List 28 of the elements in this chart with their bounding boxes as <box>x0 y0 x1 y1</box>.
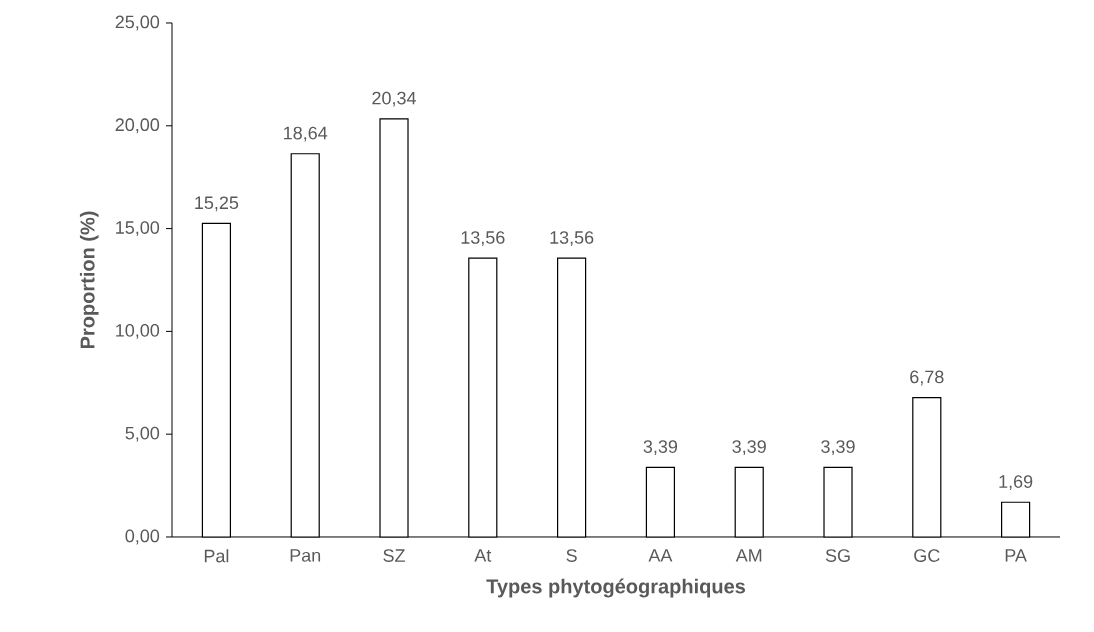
data-label: 3,39 <box>821 440 855 456</box>
x-tick-label: PA <box>1005 549 1027 562</box>
data-label: 3,39 <box>732 440 766 456</box>
x-tick-label: SG <box>825 549 850 562</box>
data-label: 15,25 <box>195 196 239 212</box>
data-label: 13,56 <box>550 231 594 246</box>
x-tick-label: At <box>474 549 492 562</box>
y-tick-label: 20,00 <box>115 118 160 134</box>
x-tick-label: Pal <box>204 549 229 563</box>
x-axis-title: Types phytogéographiques <box>486 578 746 598</box>
y-tick-label: 10,00 <box>116 323 160 339</box>
x-tick-label: AA <box>648 549 673 562</box>
x-tick-label: SZ <box>383 549 405 562</box>
x-tick-label: Pan <box>290 549 321 562</box>
data-label: 1,69 <box>999 475 1033 491</box>
y-tick-label: 0,00 <box>125 529 160 545</box>
y-tick-label: 5,00 <box>125 426 160 442</box>
data-label: 13,56 <box>461 231 505 246</box>
y-axis-title: Proportion (%) <box>79 211 99 349</box>
y-tick-label: 15,00 <box>116 221 160 237</box>
y-tick-label: 25,00 <box>115 15 160 31</box>
x-tick-label: GC <box>914 549 940 562</box>
x-tick-label: S <box>566 549 577 562</box>
data-label: 20,34 <box>372 91 416 107</box>
data-label: 18,64 <box>284 126 328 142</box>
data-label: 6,78 <box>910 370 944 386</box>
x-tick-label: AM <box>735 549 762 562</box>
data-label: 3,39 <box>643 440 678 456</box>
